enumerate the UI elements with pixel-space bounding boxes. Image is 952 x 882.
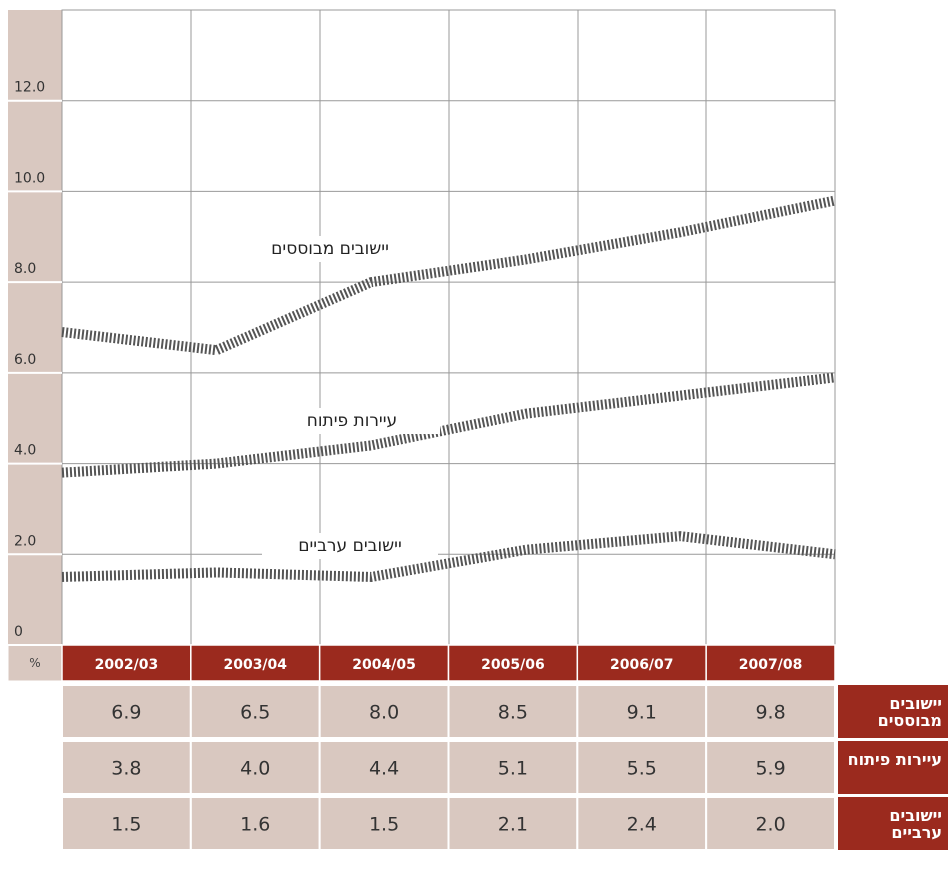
y-tick-label: 12.0 — [14, 80, 45, 96]
x-tick-label: 2003/04 — [223, 657, 287, 673]
unit-cell — [7, 644, 63, 682]
x-tick-label: 2007/08 — [739, 657, 803, 673]
table-value: 5.1 — [498, 758, 528, 780]
table-value: 9.1 — [627, 702, 657, 724]
axis-panel — [8, 10, 62, 645]
table-cell — [447, 684, 579, 739]
table-value: 8.5 — [498, 702, 528, 724]
table-value: 8.0 — [369, 702, 399, 724]
table-cell — [318, 796, 450, 851]
y-tick-label: 4.0 — [14, 443, 36, 459]
table-value: 4.4 — [369, 758, 399, 780]
category-cell — [447, 644, 579, 682]
table-value: 3.8 — [111, 758, 141, 780]
x-tick-label: 2002/03 — [95, 657, 159, 673]
category-cell — [190, 644, 321, 682]
x-tick-label: 2006/07 — [610, 657, 674, 673]
series-label: יישובים מבוססים — [271, 239, 389, 259]
table-value: 6.9 — [111, 702, 141, 724]
y-tick-label: 10.0 — [14, 170, 45, 186]
series-line — [61, 531, 836, 582]
table-value: 9.8 — [755, 702, 785, 724]
row-label: יישובים מבוססים — [877, 694, 942, 730]
row-label-cell — [838, 741, 948, 794]
y-tick-label: 0 — [14, 624, 23, 640]
table-cell — [318, 740, 450, 795]
category-cell — [61, 644, 192, 682]
category-cell — [705, 644, 836, 682]
series-label-bg — [264, 408, 440, 434]
table-cell — [189, 796, 321, 851]
table-cell — [447, 796, 579, 851]
table-cell — [576, 684, 708, 739]
category-cell — [576, 644, 707, 682]
series-line — [61, 372, 836, 478]
series-label-bg — [242, 236, 418, 262]
table-cell — [705, 684, 837, 739]
table-value: 6.5 — [240, 702, 270, 724]
table-value: 2.0 — [755, 814, 785, 836]
table-cell — [318, 684, 450, 739]
row-label: יישובים ערביים — [889, 806, 942, 842]
series-label: יישובים ערביים — [298, 536, 402, 556]
table-cell — [189, 684, 321, 739]
table-cell — [705, 740, 837, 795]
y-tick-label: 8.0 — [14, 261, 36, 277]
table-value: 2.4 — [627, 814, 657, 836]
table-cell — [61, 684, 192, 739]
table-cell — [61, 796, 192, 851]
table-value: 4.0 — [240, 758, 270, 780]
row-label-cell — [838, 685, 948, 738]
table-cell — [61, 740, 192, 795]
table-value: 5.9 — [755, 758, 785, 780]
table-value: 1.5 — [111, 814, 141, 836]
series-label-bg — [262, 533, 438, 559]
row-label-cell — [838, 797, 948, 850]
table-value: 2.1 — [498, 814, 528, 836]
y-tick-label: 6.0 — [14, 352, 36, 368]
series-label: עיירות פיתוח — [307, 411, 397, 431]
series-line — [61, 195, 837, 356]
row-label: עיירות פיתוח — [847, 750, 942, 769]
table-cell — [447, 740, 579, 795]
table-cell — [705, 796, 837, 851]
x-tick-label: 2005/06 — [481, 657, 545, 673]
table-value: 1.5 — [369, 814, 399, 836]
y-tick-label: 2.0 — [14, 533, 36, 549]
category-cell — [318, 644, 450, 682]
x-tick-label: 2004/05 — [352, 657, 416, 673]
table-value: 1.6 — [240, 814, 270, 836]
table-value: 5.5 — [627, 758, 657, 780]
table-cell — [576, 740, 708, 795]
y-unit: % — [29, 656, 40, 670]
